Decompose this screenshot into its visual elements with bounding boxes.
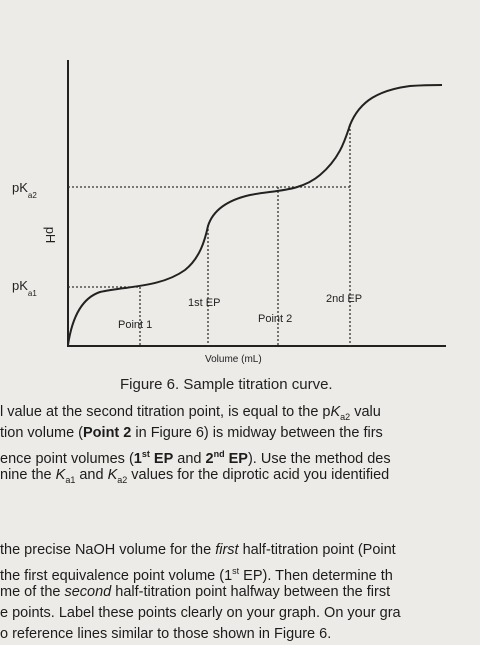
text-line: me of the second half-titration point ha…: [0, 582, 480, 603]
ep2-label: 2nd EP: [326, 293, 362, 305]
paragraph: the precise NaOH volume for the first ha…: [0, 540, 480, 645]
text-span: the first equivalence point volume (1: [0, 567, 233, 584]
figure: pKa2 pH pKa1 1st EP 2nd EP Point 1 Point…: [12, 60, 446, 393]
text-span: ). Use the method des: [247, 450, 391, 467]
text-span: values for the diprotic acid you identif…: [127, 467, 390, 483]
text-span: a1: [65, 474, 76, 485]
text-span: l value at the second titration point, i…: [0, 404, 331, 420]
point1-label: Point 1: [118, 319, 152, 331]
text-line: o reference lines similar to those shown…: [0, 624, 480, 645]
text-span: 1: [133, 450, 142, 467]
text-span: a2: [28, 191, 37, 200]
text-span: ence point volumes (: [0, 450, 134, 467]
text-span: half-titration point halfway between the…: [111, 584, 391, 600]
text-span: o reference lines similar to those shown…: [0, 626, 332, 642]
paragraph: l value at the second titration point, i…: [0, 402, 480, 486]
text-span: a2: [340, 411, 351, 422]
text-span: EP: [149, 450, 174, 467]
text-span: first: [215, 542, 239, 558]
text-span: e points. Label these points clearly on …: [0, 605, 401, 621]
text-span: and: [173, 450, 206, 467]
text-line: the precise NaOH volume for the first ha…: [0, 540, 480, 561]
text-span: 2: [205, 450, 214, 467]
reference-lines: [68, 125, 351, 346]
point2-label: Point 2: [258, 313, 292, 325]
text-line: e points. Label these points clearly on …: [0, 603, 480, 624]
y-axis-label: pH: [43, 227, 58, 244]
text-line: tion volume (Point 2 in Figure 6) is mid…: [0, 423, 480, 444]
text-span: me of the: [0, 584, 65, 600]
titration-curve: [67, 84, 443, 346]
pka1-label: pKa1: [12, 278, 37, 298]
figure-caption: Figure 6. Sample titration curve.: [120, 376, 333, 393]
text-line: ence point volumes (1st EP and 2nd EP). …: [0, 444, 480, 467]
text-span: nd: [213, 449, 225, 459]
text-span: st: [141, 449, 150, 459]
text-span: valu: [350, 404, 381, 420]
pka2-label: pKa2: [12, 180, 37, 200]
text-span: Point 2: [83, 425, 132, 441]
text-line: l value at the second titration point, i…: [0, 402, 480, 423]
text-line: nine the Ka1 and Ka2 values for the dipr…: [0, 465, 480, 486]
text-span: the precise NaOH volume for the: [0, 542, 216, 558]
text-span: pK: [12, 180, 28, 195]
text-span: EP). Then determine th: [239, 567, 393, 584]
text-line: the first equivalence point volume (1st …: [0, 561, 480, 584]
text-span: a1: [28, 289, 37, 298]
text-span: half-titration point (Point: [238, 542, 396, 558]
text-span: a2: [117, 474, 128, 485]
x-axis-label: Volume (mL): [205, 354, 262, 365]
text-span: in Figure 6) is midway between the firs: [131, 425, 383, 441]
text-span: K: [55, 467, 66, 483]
text-span: EP: [224, 450, 248, 467]
text-span: K: [107, 467, 118, 483]
text-span: second: [64, 584, 112, 600]
axes: [67, 60, 446, 347]
text-span: tion volume (: [0, 425, 84, 441]
text-span: and: [75, 467, 108, 483]
text-span: nine the: [0, 467, 56, 483]
text-span: pK: [12, 278, 28, 293]
text-span: K: [330, 404, 341, 420]
text-span: st: [232, 566, 240, 576]
ep1-label: 1st EP: [188, 297, 220, 309]
